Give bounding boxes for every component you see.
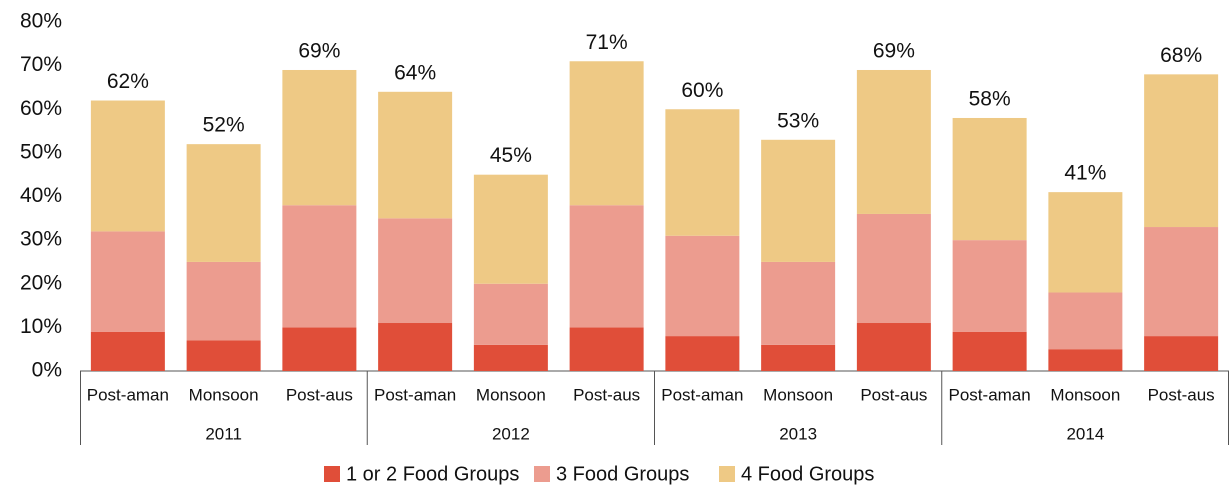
x-tick-label: Post-aus bbox=[860, 385, 927, 404]
total-label: 71% bbox=[586, 31, 628, 54]
bar-segment bbox=[761, 139, 836, 262]
y-tick-label: 60% bbox=[20, 97, 62, 120]
y-tick-label: 40% bbox=[20, 184, 62, 207]
bar-segment bbox=[952, 240, 1027, 332]
bar-segment bbox=[665, 336, 740, 371]
bar-segment bbox=[186, 261, 261, 341]
bar-segment bbox=[473, 283, 548, 345]
bar-segment bbox=[569, 61, 644, 206]
total-label: 53% bbox=[777, 109, 819, 132]
total-label: 41% bbox=[1064, 162, 1106, 185]
total-label: 69% bbox=[873, 40, 915, 63]
x-tick-label: Post-aman bbox=[949, 385, 1031, 404]
bar-segment bbox=[761, 344, 836, 371]
x-tick-label: Post-aus bbox=[1148, 385, 1215, 404]
total-label: 68% bbox=[1160, 44, 1202, 67]
bar-segment bbox=[569, 327, 644, 371]
bar-segment bbox=[1048, 192, 1123, 293]
bar-segment bbox=[473, 344, 548, 371]
total-label: 60% bbox=[681, 79, 723, 102]
group-label: 2013 bbox=[779, 424, 817, 443]
y-tick-label: 80% bbox=[20, 10, 62, 33]
x-tick-label: Monsoon bbox=[763, 385, 833, 404]
bar-segment bbox=[856, 213, 931, 324]
group-label: 2014 bbox=[1066, 424, 1104, 443]
y-tick-label: 10% bbox=[20, 315, 62, 338]
bar-segment bbox=[665, 235, 740, 337]
y-tick-label: 20% bbox=[20, 271, 62, 294]
x-tick-label: Post-aus bbox=[573, 385, 640, 404]
legend-swatch bbox=[324, 466, 340, 482]
bar-segment bbox=[90, 100, 165, 232]
y-tick-label: 30% bbox=[20, 228, 62, 251]
y-tick-label: 0% bbox=[32, 359, 62, 382]
bar-segment bbox=[282, 327, 357, 371]
legend-swatch bbox=[534, 466, 550, 482]
bar-segment bbox=[90, 231, 165, 332]
bar-segment bbox=[665, 109, 740, 236]
bar-segment bbox=[378, 323, 453, 371]
bar-segment bbox=[1048, 349, 1123, 371]
bar-segment bbox=[1048, 292, 1123, 350]
bar-segment bbox=[1144, 336, 1219, 371]
total-label: 58% bbox=[969, 88, 1011, 111]
x-tick-label: Monsoon bbox=[476, 385, 546, 404]
y-tick-label: 70% bbox=[20, 53, 62, 76]
bar-segment bbox=[282, 205, 357, 328]
bar-segment bbox=[1144, 227, 1219, 337]
bar-segment bbox=[90, 331, 165, 371]
group-label: 2011 bbox=[205, 424, 242, 443]
bar-segment bbox=[856, 323, 931, 371]
bar-segment bbox=[282, 69, 357, 206]
bar-segment bbox=[1144, 74, 1219, 228]
bar-segment bbox=[952, 331, 1027, 371]
total-label: 64% bbox=[394, 61, 436, 84]
bar-segment bbox=[569, 205, 644, 328]
x-tick-label: Post-aus bbox=[286, 385, 353, 404]
total-label: 69% bbox=[298, 40, 340, 63]
bar-segment bbox=[761, 261, 836, 345]
bar-segment bbox=[856, 69, 931, 214]
legend-label: 4 Food Groups bbox=[741, 463, 874, 485]
bar-segment bbox=[186, 340, 261, 371]
x-tick-label: Monsoon bbox=[189, 385, 259, 404]
bar-segment bbox=[378, 91, 453, 219]
x-tick-label: Post-aman bbox=[661, 385, 743, 404]
bar-segment bbox=[378, 218, 453, 324]
group-label: 2012 bbox=[492, 424, 530, 443]
total-label: 45% bbox=[490, 144, 532, 167]
total-label: 52% bbox=[203, 114, 245, 137]
x-tick-label: Post-aman bbox=[87, 385, 169, 404]
legend-label: 1 or 2 Food Groups bbox=[346, 463, 519, 485]
legend-label: 3 Food Groups bbox=[556, 463, 689, 485]
y-tick-label: 50% bbox=[20, 140, 62, 163]
bar-segment bbox=[473, 174, 548, 284]
x-tick-label: Monsoon bbox=[1050, 385, 1120, 404]
bar-segment bbox=[952, 117, 1027, 241]
bar-segment bbox=[186, 144, 261, 262]
total-label: 62% bbox=[107, 70, 149, 93]
legend-swatch bbox=[719, 466, 735, 482]
x-tick-label: Post-aman bbox=[374, 385, 456, 404]
